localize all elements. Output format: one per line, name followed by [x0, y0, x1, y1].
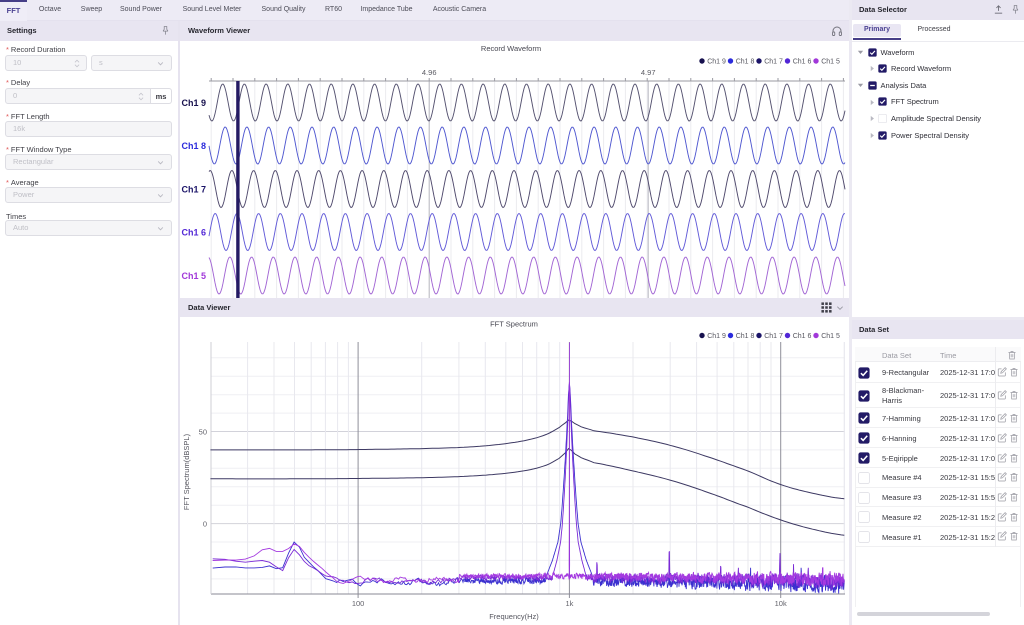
svg-text:Ch1 7: Ch1 7	[764, 333, 783, 340]
svg-text:Ch1 7: Ch1 7	[181, 185, 206, 195]
svg-text:Ch1 5: Ch1 5	[181, 271, 206, 281]
svg-text:1k: 1k	[565, 599, 573, 608]
svg-text:Ch1 8: Ch1 8	[181, 141, 206, 151]
svg-text:Ch1 8: Ch1 8	[736, 59, 755, 66]
svg-text:Ch1 6: Ch1 6	[793, 59, 812, 66]
svg-text:Record Waveform: Record Waveform	[481, 44, 541, 53]
svg-text:Ch1 6: Ch1 6	[793, 333, 812, 340]
svg-text:Ch1 9: Ch1 9	[707, 59, 726, 66]
svg-text:Ch1 6: Ch1 6	[181, 228, 206, 238]
svg-text:FFT Spectrum(dBSPL): FFT Spectrum(dBSPL)	[182, 433, 191, 510]
svg-text:Ch1 8: Ch1 8	[736, 333, 755, 340]
svg-text:Ch1 5: Ch1 5	[821, 59, 840, 66]
svg-text:10k: 10k	[775, 599, 787, 608]
svg-text:50: 50	[199, 428, 207, 437]
svg-text:0: 0	[203, 520, 207, 529]
svg-text:4.97: 4.97	[641, 68, 656, 77]
svg-text:Ch1 9: Ch1 9	[181, 98, 206, 108]
svg-text:Ch1 9: Ch1 9	[707, 333, 726, 340]
svg-text:4.96: 4.96	[422, 68, 437, 77]
svg-text:FFT Spectrum: FFT Spectrum	[490, 320, 538, 329]
svg-text:Frequency(Hz): Frequency(Hz)	[489, 612, 539, 621]
svg-text:Ch1 7: Ch1 7	[764, 59, 783, 66]
svg-text:100: 100	[352, 599, 365, 608]
svg-text:Ch1 5: Ch1 5	[821, 333, 840, 340]
